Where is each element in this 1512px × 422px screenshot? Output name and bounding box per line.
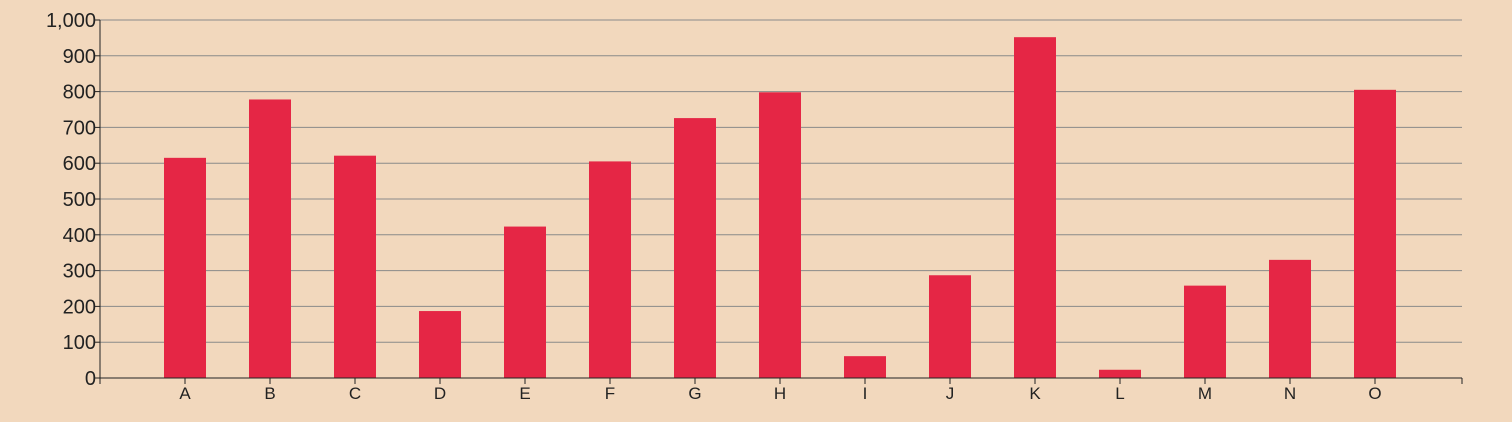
x-tick-label-J: J (946, 384, 955, 403)
y-tick-label: 300 (63, 261, 96, 283)
x-tick-label-C: C (349, 384, 361, 403)
y-tick-label: 500 (63, 189, 96, 211)
bar-C (334, 155, 376, 378)
axes (94, 19, 1463, 384)
y-tick-label: 200 (63, 296, 96, 318)
bar-O (1354, 89, 1396, 378)
bar-I (844, 356, 886, 378)
bar-G (674, 118, 716, 378)
x-tick-label-B: B (264, 384, 275, 403)
y-tick-label: 900 (63, 46, 96, 68)
y-tick-label: 0 (85, 368, 96, 390)
x-tick-label-I: I (863, 384, 868, 403)
x-tick-label-O: O (1368, 384, 1381, 403)
bar-K (1014, 37, 1056, 379)
x-tick-label-E: E (519, 384, 530, 403)
x-tick-label-K: K (1029, 384, 1041, 403)
bars (164, 37, 1396, 379)
bar-F (589, 161, 631, 378)
y-tick-label: 700 (63, 117, 96, 139)
x-tick-label-H: H (774, 384, 786, 403)
y-tick-label: 100 (63, 332, 96, 354)
x-tick-label-L: L (1115, 384, 1124, 403)
x-tick-label-N: N (1284, 384, 1296, 403)
bar-D (419, 311, 461, 378)
y-tick-label: 400 (63, 225, 96, 247)
bar-N (1269, 259, 1311, 378)
x-tick-label-F: F (605, 384, 615, 403)
bar-A (164, 157, 206, 378)
y-tick-label: 1,000 (46, 10, 96, 32)
y-tick-label: 600 (63, 153, 96, 175)
bar-H (759, 92, 801, 378)
x-tick-label-G: G (688, 384, 701, 403)
x-tick-label-M: M (1198, 384, 1212, 403)
x-tick-label-A: A (179, 384, 191, 403)
x-tick-label-D: D (434, 384, 446, 403)
tick-labels: 0 100 200 300 400 500 600 700 800 900 1,000 A B C D E F G… (46, 10, 1382, 403)
bar-M (1184, 285, 1226, 378)
bar-B (249, 99, 291, 378)
bar-J (929, 275, 971, 378)
y-tick-label: 800 (63, 82, 96, 104)
bar-E (504, 226, 546, 378)
bar-L (1099, 369, 1141, 378)
